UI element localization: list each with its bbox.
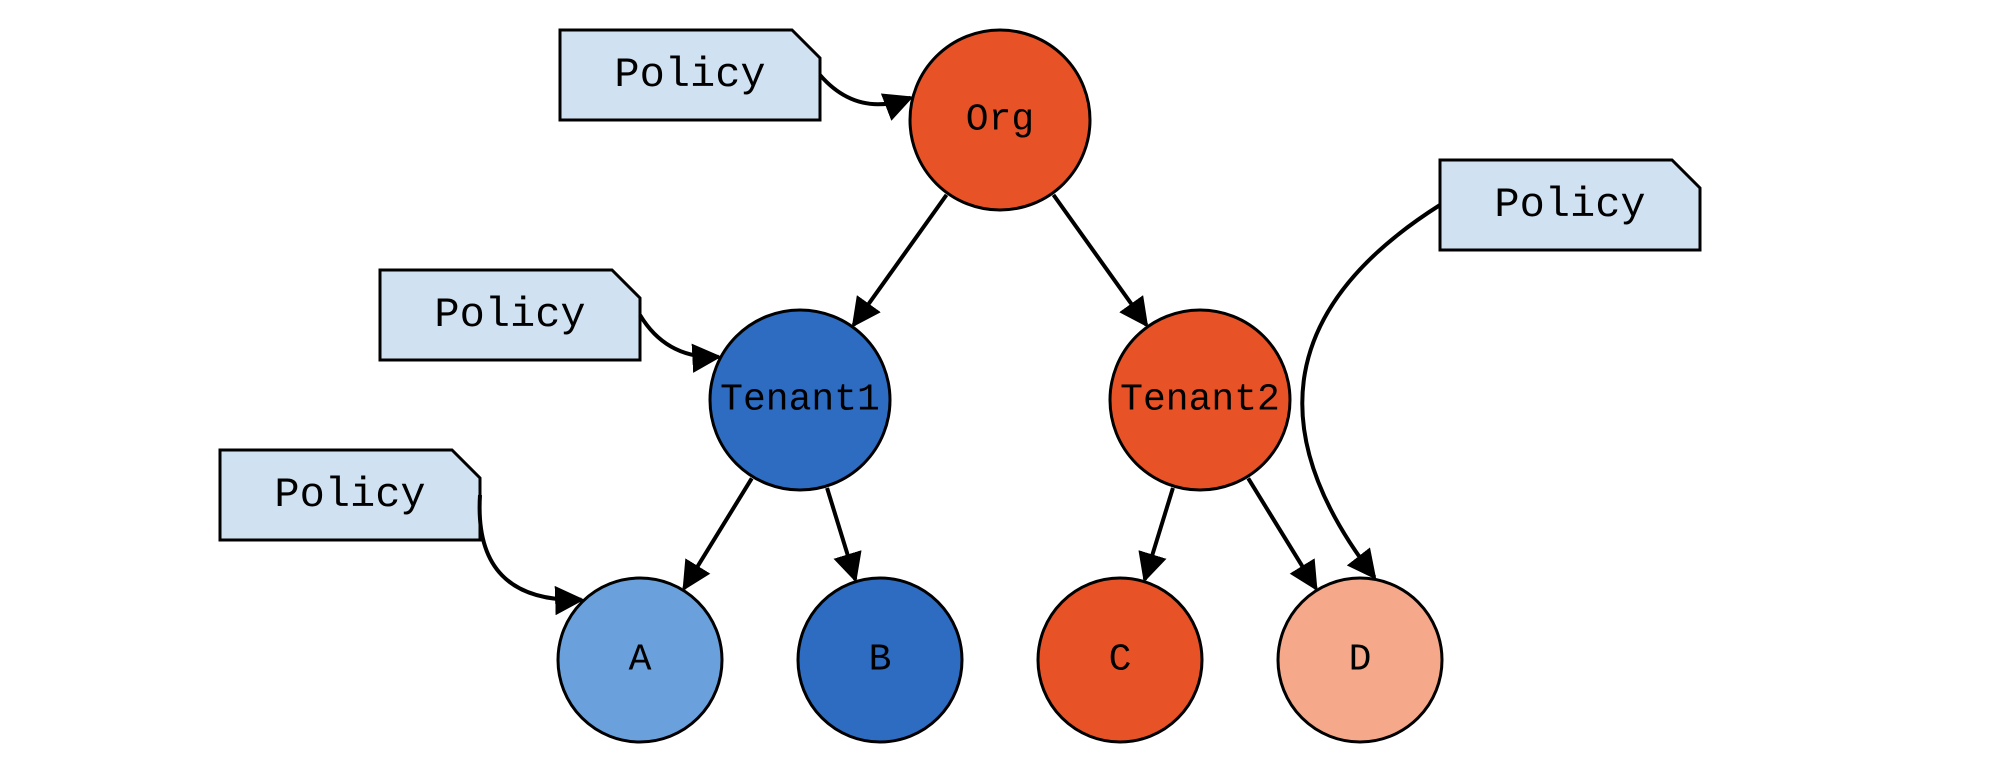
node-tenant1-label: Tenant1 bbox=[720, 379, 880, 422]
org-policy-diagram: Org Tenant1 Tenant2 A B C D Policy Policy Policy P… bbox=[0, 0, 2000, 774]
node-D-label: D bbox=[1349, 639, 1372, 682]
policy-D-arrow bbox=[1302, 205, 1440, 577]
edge-org-tenant2 bbox=[1053, 195, 1146, 325]
policy-D-label: Policy bbox=[1494, 181, 1645, 229]
policy-org-label: Policy bbox=[614, 51, 765, 99]
node-D: D bbox=[1278, 578, 1442, 742]
edge-tenant2-D bbox=[1248, 478, 1316, 588]
policy-tenant1-label: Policy bbox=[434, 291, 585, 339]
edge-org-tenant1 bbox=[853, 195, 946, 325]
node-A-label: A bbox=[629, 639, 652, 682]
policy-org: Policy bbox=[560, 30, 911, 120]
node-org: Org bbox=[910, 30, 1090, 210]
node-A: A bbox=[558, 578, 722, 742]
node-org-label: Org bbox=[966, 99, 1034, 142]
policy-tenant1-arrow bbox=[640, 315, 719, 357]
policy-A-label: Policy bbox=[274, 471, 425, 519]
edge-tenant1-A bbox=[684, 478, 752, 588]
policy-tenant1: Policy bbox=[380, 270, 719, 360]
node-B: B bbox=[798, 578, 962, 742]
policy-A-arrow bbox=[480, 495, 582, 600]
node-tenant2: Tenant2 bbox=[1110, 310, 1290, 490]
node-C-label: C bbox=[1109, 639, 1132, 682]
node-tenant2-label: Tenant2 bbox=[1120, 379, 1280, 422]
edge-tenant1-B bbox=[827, 488, 855, 580]
policy-org-arrow bbox=[820, 75, 911, 104]
edge-tenant2-C bbox=[1145, 488, 1173, 580]
policy-D: Policy bbox=[1302, 160, 1700, 577]
node-C: C bbox=[1038, 578, 1202, 742]
node-B-label: B bbox=[869, 639, 892, 682]
policy-A: Policy bbox=[220, 450, 582, 600]
node-tenant1: Tenant1 bbox=[710, 310, 890, 490]
